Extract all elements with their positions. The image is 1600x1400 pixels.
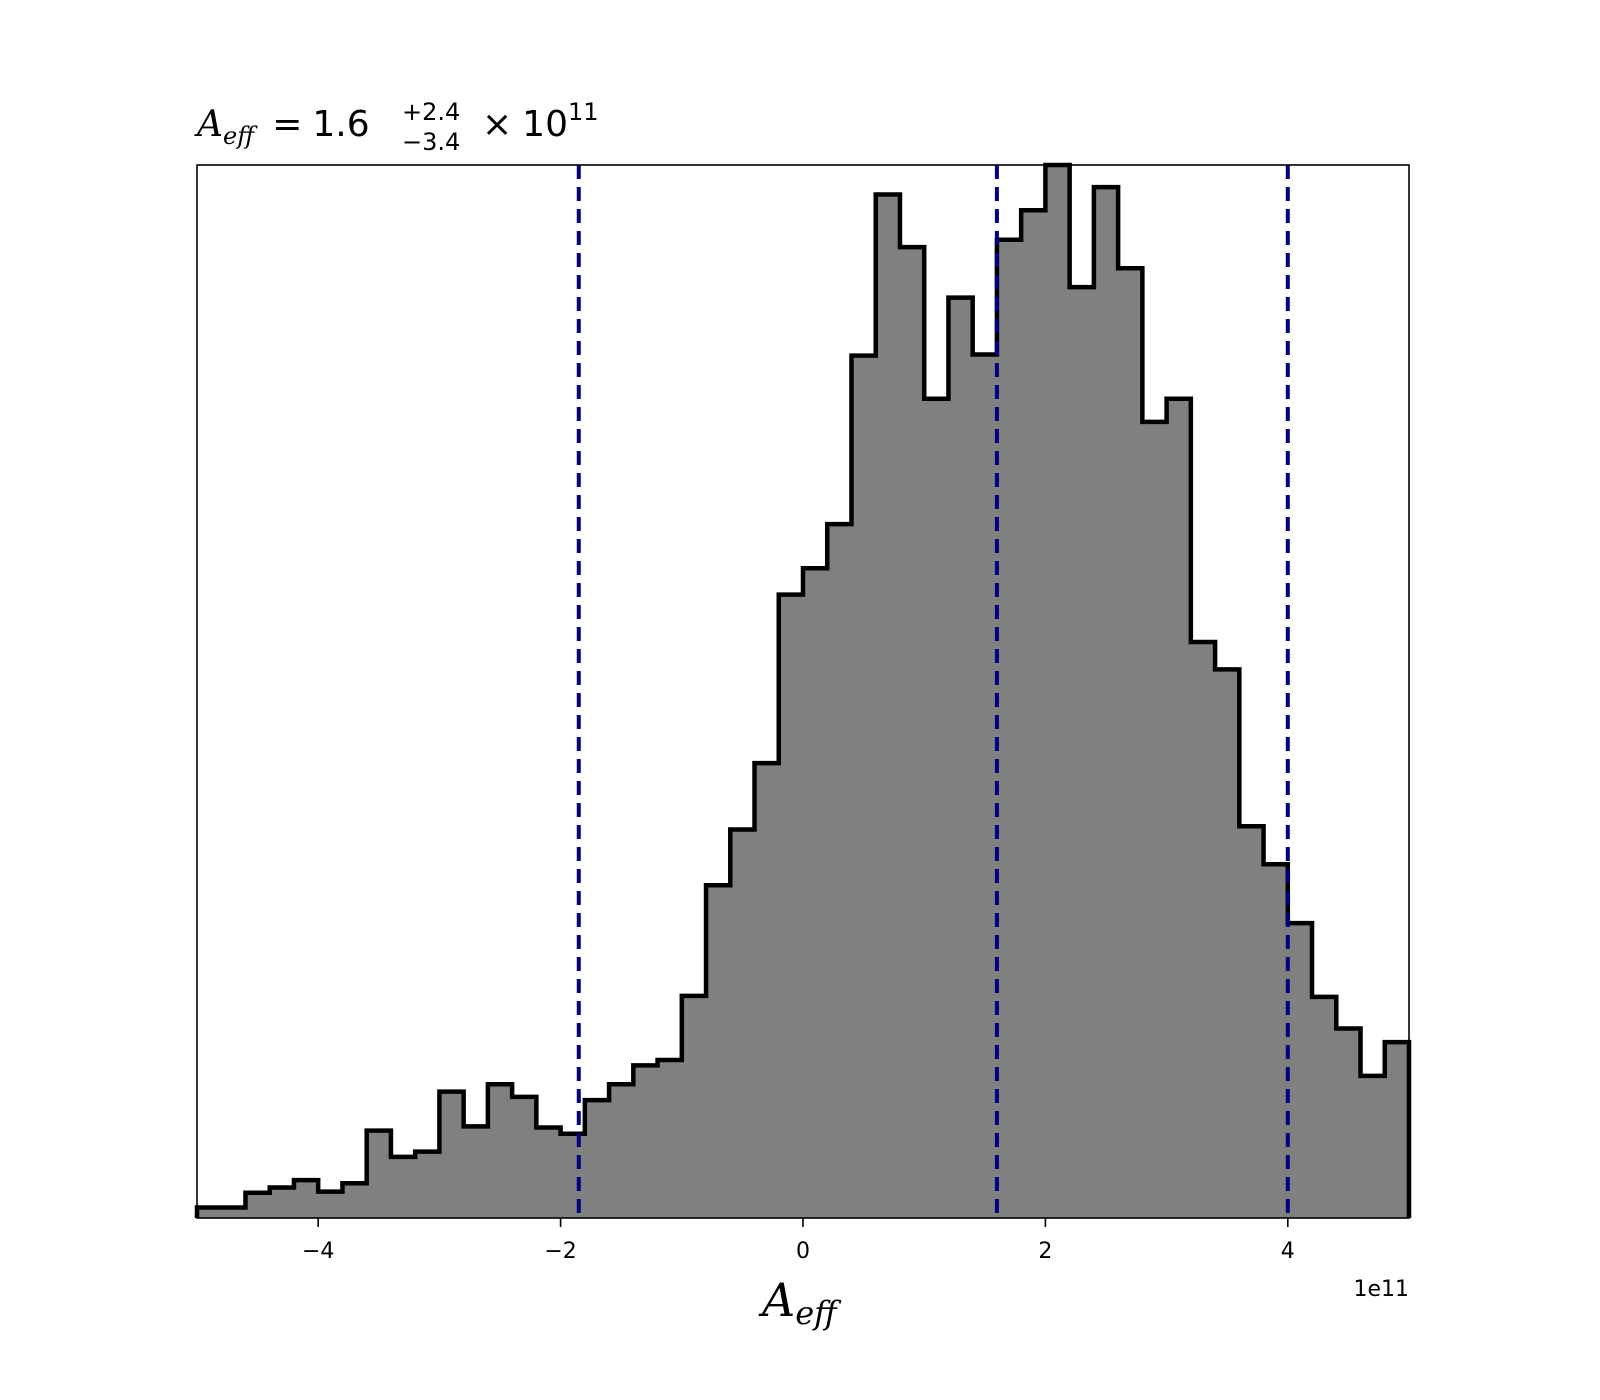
histogram-bar [924, 398, 949, 1218]
histogram-bar [899, 247, 925, 1218]
title-lower: −3.4 [402, 128, 460, 156]
histogram-bar [1118, 268, 1143, 1219]
title-symbol: A [194, 104, 223, 145]
x-tick-label: −4 [302, 1239, 334, 1264]
x-axis-offset-label: 1e11 [1353, 1277, 1409, 1302]
histogram-bar [1263, 864, 1289, 1218]
histogram-bar [972, 354, 998, 1218]
histogram-bar [1239, 826, 1265, 1218]
histogram-bar [463, 1126, 489, 1218]
histogram-bar [681, 995, 707, 1218]
histogram-bar [439, 1091, 465, 1218]
histogram-bar [269, 1187, 295, 1218]
x-tick-label: −2 [544, 1239, 576, 1264]
histogram-bar [390, 1156, 416, 1218]
histogram-bar [560, 1133, 586, 1218]
histogram-bar [1093, 187, 1119, 1218]
title-equals: = [272, 104, 302, 145]
histogram-bar [1069, 287, 1095, 1218]
histogram-outline [194, 162, 1412, 1218]
histogram-bar [1190, 642, 1216, 1218]
title-upper: +2.4 [402, 98, 460, 126]
histogram-bar [730, 829, 756, 1218]
x-tick-label: 4 [1281, 1239, 1295, 1264]
histogram-bar [754, 763, 780, 1218]
histogram-bar [1336, 1028, 1362, 1218]
title-times: × [482, 104, 512, 145]
histogram-bar [366, 1130, 392, 1218]
histogram-bar [996, 239, 1022, 1218]
histogram-bar [584, 1100, 610, 1218]
histogram-bars [197, 165, 1410, 1219]
histogram-bar [1166, 398, 1192, 1218]
title-exponent: 11 [568, 98, 599, 126]
title-times-power: × 1011 [482, 98, 599, 145]
histogram-bar [706, 885, 731, 1218]
histogram-bar [633, 1065, 659, 1218]
histogram-bar [536, 1127, 562, 1218]
histogram-bar [657, 1060, 683, 1218]
histogram-bar [1021, 210, 1046, 1219]
chart-title: Aeff = 1.6 [194, 104, 370, 150]
histogram-bar [1360, 1075, 1386, 1218]
histogram-bar [875, 194, 901, 1218]
histogram-bar [1287, 923, 1313, 1218]
title-value: 1.6 [312, 104, 369, 145]
histogram-bar [778, 594, 804, 1218]
histogram-bar [1384, 1042, 1410, 1218]
histogram-bar [487, 1084, 513, 1218]
x-tick-label: 2 [1038, 1239, 1052, 1264]
histogram-bar [245, 1192, 271, 1218]
histogram-bar [1215, 669, 1240, 1218]
x-tick-label: 0 [796, 1239, 810, 1264]
histogram-bar [1142, 421, 1168, 1218]
histogram-bar [197, 1207, 246, 1218]
x-axis-label-subscript: eff [795, 1294, 842, 1332]
x-axis-label-symbol: A [758, 1273, 795, 1327]
histogram-bar [948, 297, 974, 1219]
histogram-bar [1045, 165, 1071, 1218]
histogram-bar [803, 568, 828, 1218]
title-base: 10 [522, 104, 568, 145]
histogram-bar [318, 1191, 343, 1218]
histogram-bar [1312, 996, 1337, 1218]
histogram-bar [609, 1084, 634, 1218]
histogram-bar [293, 1180, 319, 1218]
histogram-bar [512, 1096, 537, 1218]
histogram-bar [851, 355, 877, 1218]
histogram-bar [827, 524, 852, 1218]
x-axis-ticks: −4 −2 0 2 4 [302, 1218, 1295, 1264]
histogram-bar [415, 1151, 440, 1218]
title-subscript: eff [223, 122, 258, 150]
x-axis-label: Aeff [758, 1273, 842, 1332]
histogram-bar [342, 1183, 368, 1218]
